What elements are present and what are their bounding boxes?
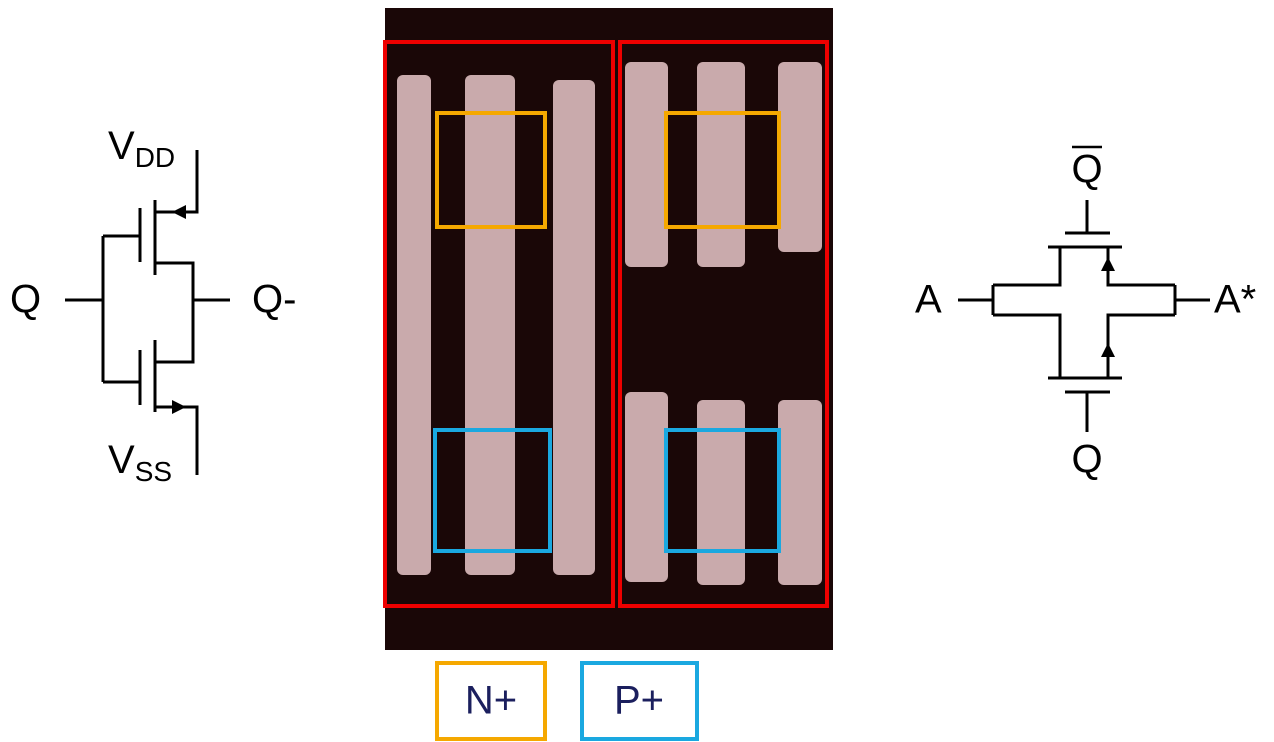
arrow: [1101, 257, 1115, 271]
text-part: V: [108, 438, 135, 482]
legend: N+ P+: [437, 663, 697, 739]
vdd-label: VDD: [108, 124, 175, 174]
input-label: A: [915, 278, 942, 322]
output-label: Q-: [252, 278, 296, 322]
inverter-wires: [65, 150, 230, 475]
legend-label: N+: [465, 679, 517, 723]
input-label: Q: [10, 278, 41, 322]
vss-label: VSS: [108, 438, 172, 488]
nmos-arrow: [172, 400, 186, 414]
output-label: A*: [1214, 278, 1256, 322]
text-part: SS: [135, 456, 172, 487]
micrograph: [385, 8, 833, 650]
pmos-arrow: [172, 205, 186, 219]
text-part: V: [108, 124, 135, 168]
inverter-schematic: VDD VSS Q Q-: [10, 124, 296, 488]
control-bottom-label: Q: [1071, 438, 1102, 482]
text-part: DD: [135, 142, 175, 173]
gate-wires: [958, 200, 1210, 432]
transmission-gate: Q Q A A*: [915, 147, 1256, 482]
control-top-label: Q: [1071, 148, 1102, 192]
page: VDD VSS Q Q- N+ P+: [0, 0, 1274, 742]
arrow: [1101, 343, 1115, 357]
legend-label: P+: [614, 679, 664, 723]
